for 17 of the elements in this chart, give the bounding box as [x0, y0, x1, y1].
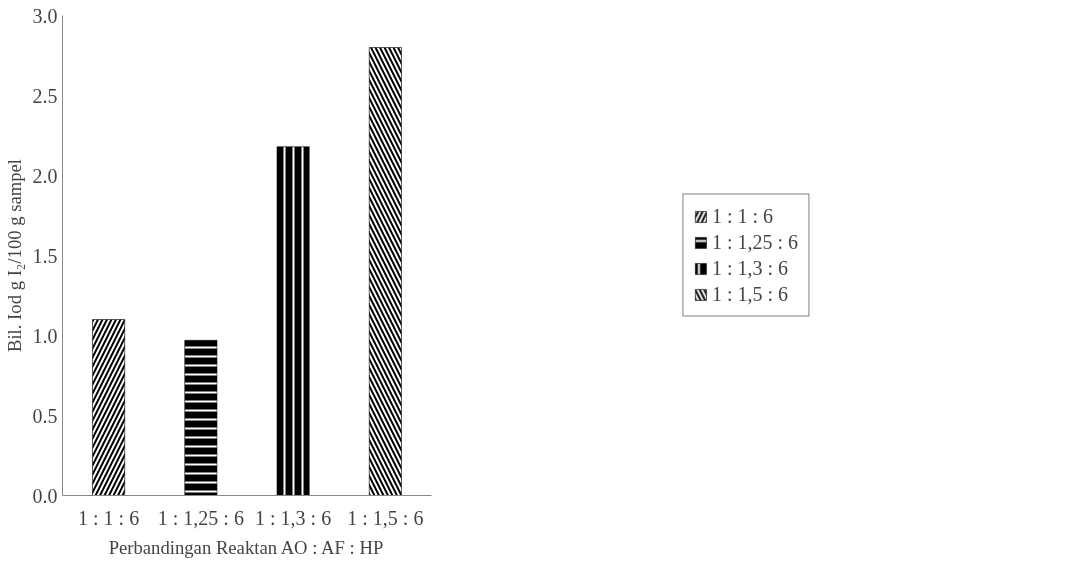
y-tick-label: 0.0 [32, 484, 58, 507]
y-tick-label: 2.5 [32, 84, 58, 107]
legend-label: 1 : 1,5 : 6 [711, 282, 790, 306]
y-axis-title: Bil. Iod g I₂/100 g sampel [3, 158, 25, 353]
legend-label: 1 : 1,3 : 6 [711, 256, 790, 280]
x-tick-label: 1 : 1,5 : 6 [347, 506, 424, 529]
x-tick-label: 1 : 1 : 6 [78, 506, 140, 529]
y-tick-label: 2.0 [32, 164, 58, 187]
x-tick-label: 1 : 1,3 : 6 [255, 506, 332, 529]
y-tick-label: 3.0 [32, 4, 58, 27]
y-tick-label: 0.5 [32, 404, 58, 427]
x-axis-title: Perbandingan Reaktan AO : AF : HP [108, 536, 384, 558]
x-tick-label: 1 : 1,25 : 6 [157, 506, 244, 529]
y-tick-label: 1.0 [32, 324, 58, 347]
y-tick-label: 1.5 [32, 244, 58, 267]
legend-label: 1 : 1,25 : 6 [711, 230, 799, 254]
legend-label: 1 : 1 : 6 [711, 204, 775, 228]
